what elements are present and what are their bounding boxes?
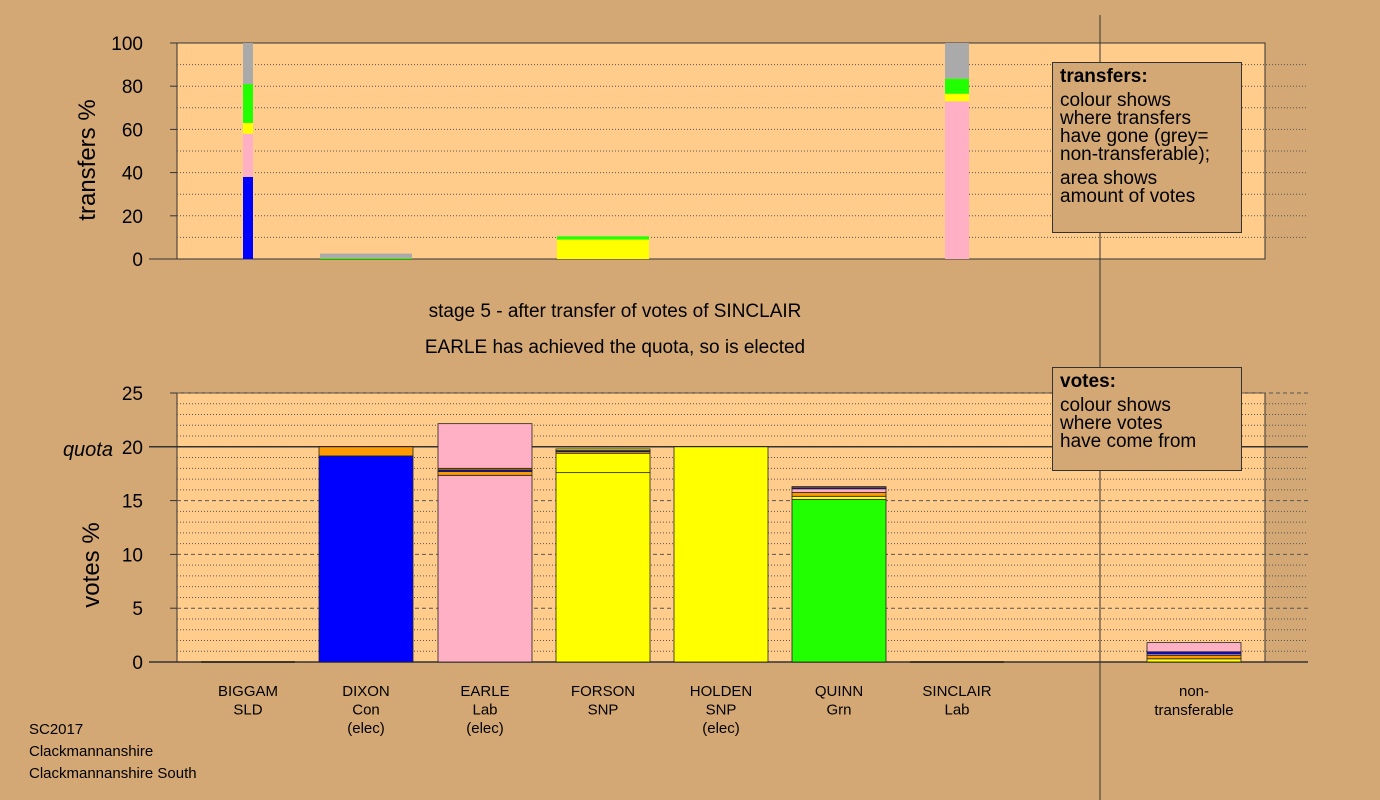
vote-bar-segment	[437, 474, 533, 663]
transfers-legend-title: transfers:	[1060, 66, 1148, 87]
vote-bar-segment	[1146, 642, 1242, 653]
candidate-label: EARLE	[460, 683, 509, 700]
transfer-bar-segment	[945, 78, 969, 94]
vote-bar-segment	[318, 446, 414, 457]
transfers-legend-line: amount of votes	[1060, 186, 1196, 207]
stage-caption: stage 5 - after transfer of votes of SIN…	[428, 301, 802, 322]
candidate-label: SINCLAIR	[922, 683, 991, 700]
transfers-legend-colour-text: colour shows where transfers have gone (…	[1060, 90, 1234, 165]
candidate-label: DIXON	[342, 683, 390, 700]
votes-tick-label: 5	[132, 599, 143, 620]
transfers-tick-label: 80	[122, 77, 143, 98]
transfer-bar-segment	[945, 93, 969, 102]
vote-bar-segment	[437, 471, 533, 476]
transfer-bar-segment	[243, 122, 253, 134]
transfer-bar-segment	[945, 43, 969, 79]
vote-bar-segment	[791, 488, 887, 493]
transfers-tick-label: 100	[111, 34, 143, 55]
candidate-label: SNP	[706, 702, 737, 719]
candidate-label: QUINN	[815, 683, 863, 700]
transfers-axis-title: transfers %	[74, 99, 101, 220]
transfer-bar-segment	[945, 101, 969, 259]
candidate-label: (elec)	[702, 720, 740, 737]
transfers-legend-line: area shows	[1060, 168, 1158, 189]
transfers-legend: transfers: colour shows where transfers …	[1052, 62, 1242, 233]
candidate-label: Grn	[826, 702, 851, 719]
transfer-bar-segment	[243, 43, 253, 85]
vote-bar-segment	[1146, 655, 1242, 660]
vote-bar-segment	[791, 499, 887, 663]
candidate-label: (elec)	[466, 720, 504, 737]
transfers-tick-label: 60	[122, 120, 143, 141]
votes-legend-title: votes:	[1060, 371, 1116, 392]
candidate-label: (elec)	[347, 720, 385, 737]
candidate-label: Lab	[944, 702, 969, 719]
transfers-legend-line: have gone (grey=	[1060, 126, 1209, 147]
transfers-legend-area-text: area shows amount of votes	[1060, 168, 1234, 207]
nontransferable-label-1: non-	[1179, 683, 1209, 700]
votes-tick-label: 15	[122, 492, 143, 513]
votes-legend-line: where votes	[1060, 413, 1163, 434]
vote-bar-segment	[1146, 658, 1242, 663]
vote-bar-segment	[555, 452, 651, 474]
candidate-label: FORSON	[571, 683, 635, 700]
votes-tick-label: 25	[122, 384, 143, 405]
transfers-tick-label: 20	[122, 207, 143, 228]
nontransferable-label-2: transferable	[1154, 702, 1233, 719]
candidate-label: HOLDEN	[690, 683, 753, 700]
votes-legend-text: colour shows where votes have come from	[1060, 395, 1234, 452]
vote-bar-segment	[555, 472, 651, 663]
candidate-label: BIGGAM	[218, 683, 278, 700]
transfer-bar-segment	[243, 133, 253, 177]
transfer-bar-segment	[243, 176, 253, 259]
votes-legend-line: have come from	[1060, 431, 1197, 452]
transfers-legend-line: where transfers	[1060, 108, 1191, 129]
vote-bar-segment	[791, 492, 887, 497]
vote-bar-segment	[318, 455, 414, 663]
vote-bar-segment	[673, 446, 769, 663]
candidate-label: SLD	[233, 702, 262, 719]
votes-tick-label: 20	[122, 438, 143, 459]
transfer-bar-segment	[243, 84, 253, 123]
transfers-legend-line: colour shows	[1060, 90, 1171, 111]
vote-bar-segment	[791, 486, 887, 489]
quota-label: quota	[63, 439, 113, 461]
footer-ward: Clackmannanshire South	[29, 765, 197, 782]
transfers-tick-label: 40	[122, 164, 143, 185]
votes-tick-label: 0	[132, 653, 143, 674]
transfers-legend-line: non-transferable);	[1060, 144, 1210, 165]
transfer-bar-segment	[320, 257, 412, 259]
transfers-tick-label: 0	[132, 250, 143, 271]
transfer-bar-segment	[557, 236, 649, 240]
footer-election: SC2017	[29, 721, 84, 738]
candidate-label: Lab	[472, 702, 497, 719]
transfer-bar-segment	[320, 253, 412, 258]
votes-tick-label: 10	[122, 545, 143, 566]
elected-caption: EARLE has achieved the quota, so is elec…	[424, 337, 806, 358]
votes-axis-title: votes %	[78, 522, 105, 607]
vote-bar-segment	[791, 495, 887, 500]
votes-legend-line: colour shows	[1060, 395, 1171, 416]
candidate-label: SNP	[588, 702, 619, 719]
vote-bar-segment	[437, 423, 533, 469]
vote-bar-segment	[555, 448, 651, 451]
transfer-bar-segment	[557, 239, 649, 259]
votes-legend: votes: colour shows where votes have com…	[1052, 367, 1242, 471]
candidate-label: Con	[352, 702, 380, 719]
footer-council: Clackmannanshire	[29, 743, 154, 760]
